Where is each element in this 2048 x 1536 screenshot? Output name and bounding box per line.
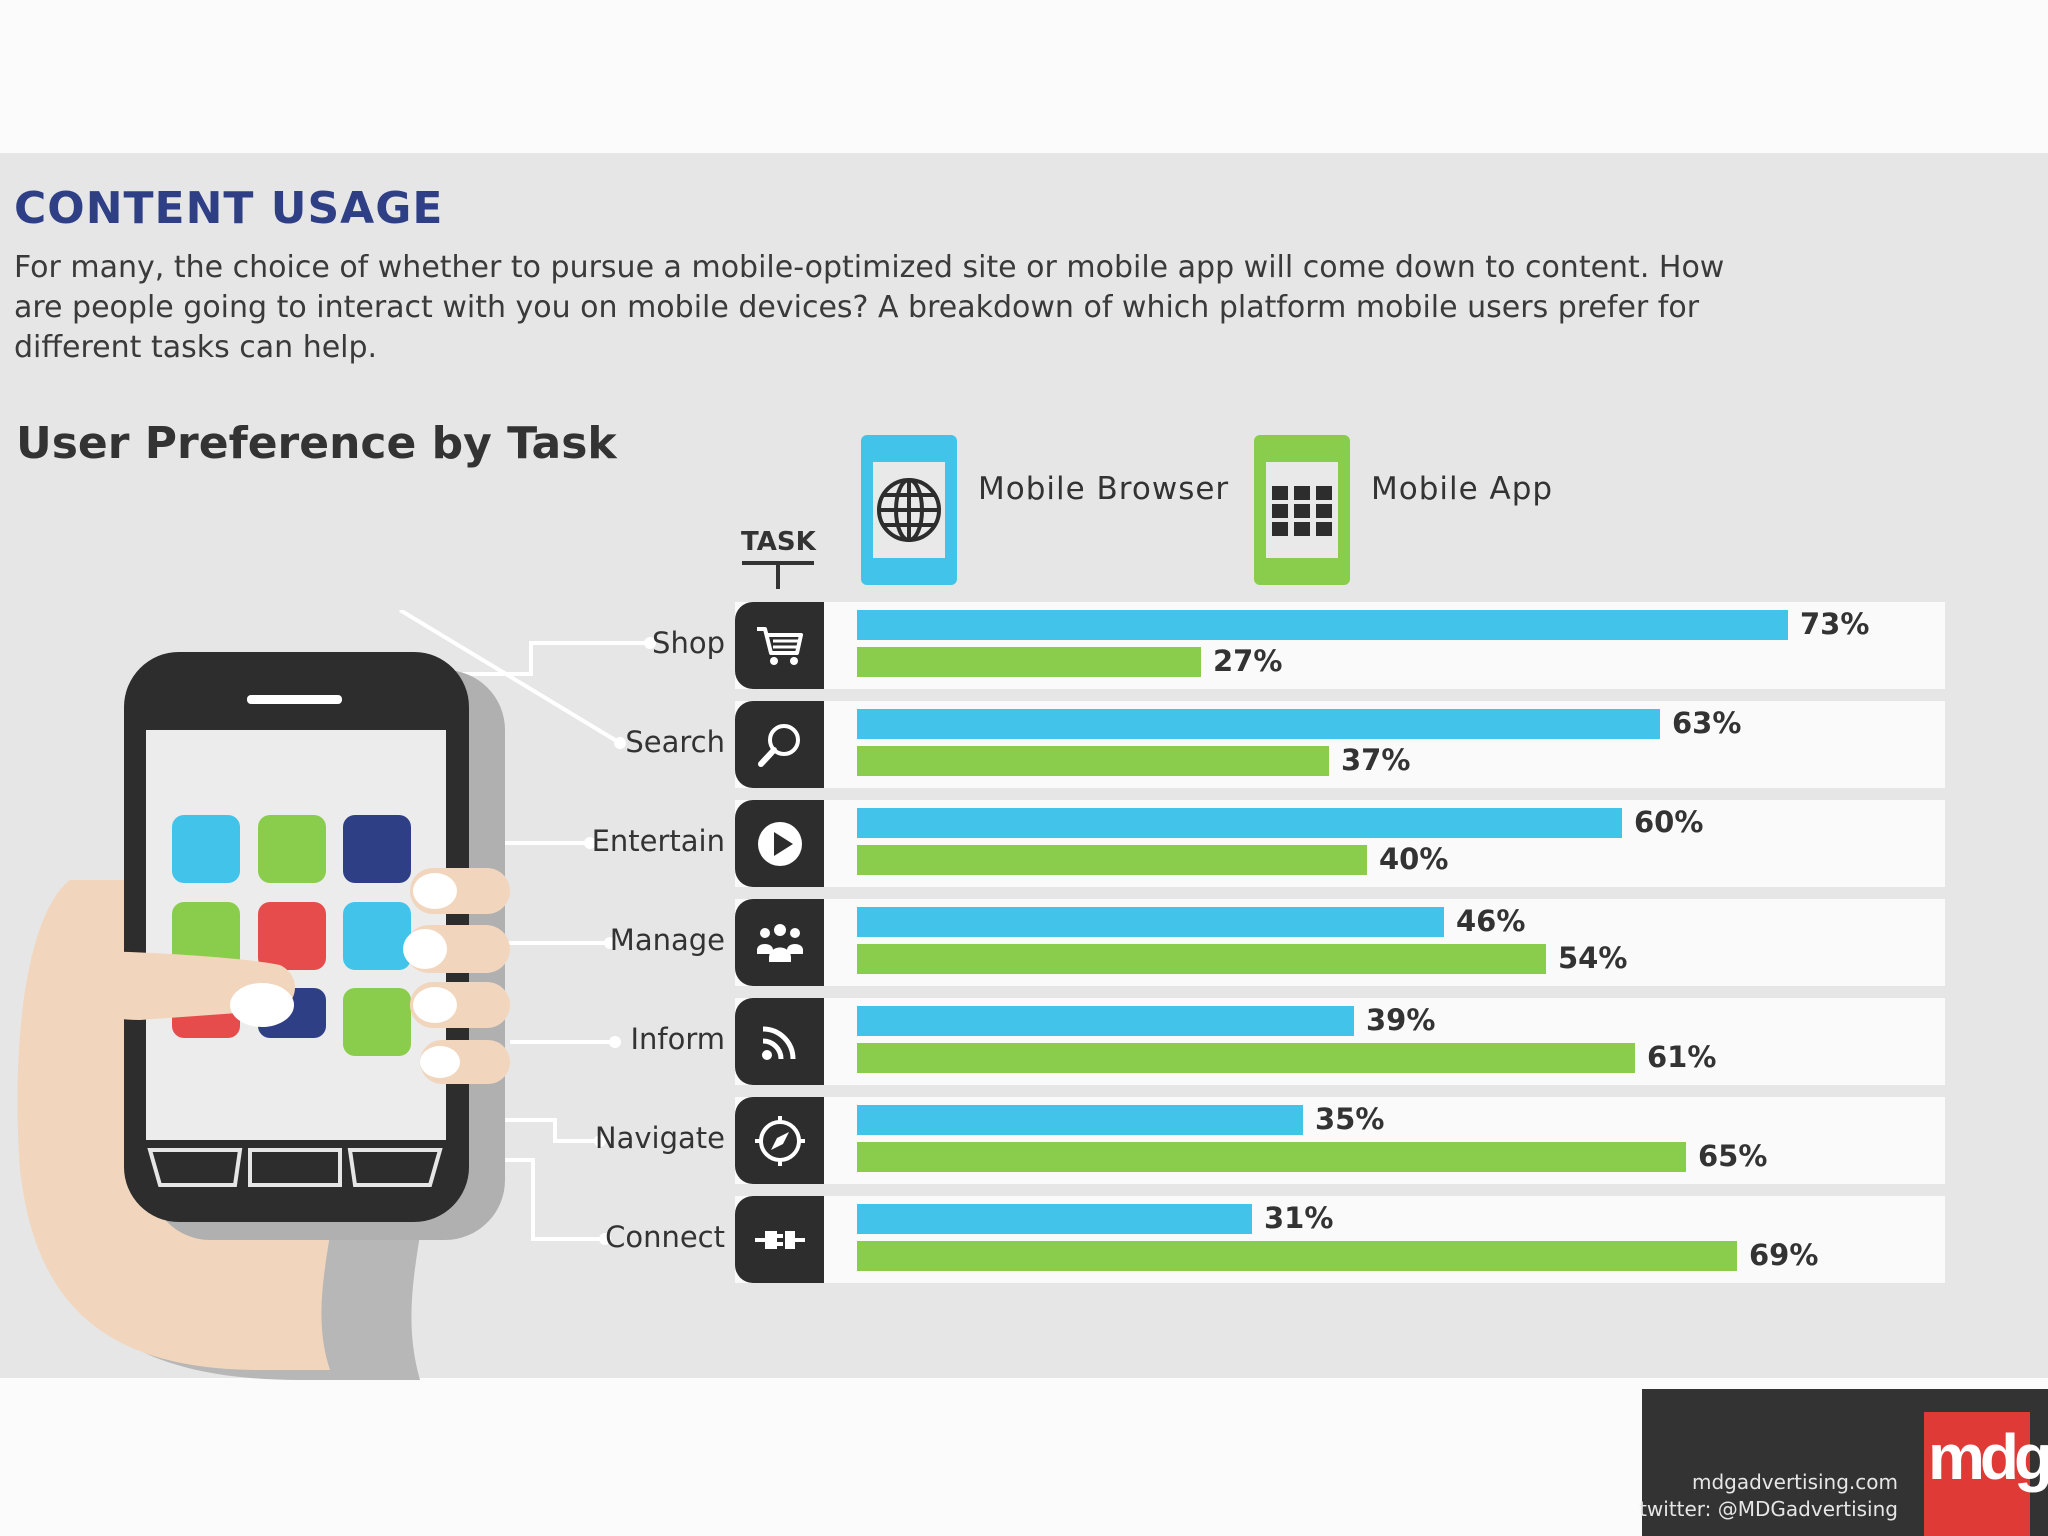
task-label-entertain: Entertain <box>591 824 725 858</box>
app-value-connect: 69% <box>1749 1238 1819 1272</box>
browser-bar-manage <box>857 907 1444 937</box>
browser-bar-navigate <box>857 1105 1303 1135</box>
task-icon-tab <box>735 998 824 1085</box>
app-bar-connect <box>857 1241 1737 1271</box>
page-title: CONTENT USAGE <box>14 183 444 234</box>
task-label-shop: Shop <box>652 626 725 660</box>
browser-bar-shop <box>857 610 1788 640</box>
task-label-connect: Connect <box>605 1220 725 1254</box>
app-value-entertain: 40% <box>1379 842 1449 876</box>
app-bar-manage <box>857 944 1546 974</box>
chart-title: User Preference by Task <box>16 418 617 469</box>
task-icon-tab <box>735 1097 824 1184</box>
globe-icon <box>877 478 941 542</box>
app-value-shop: 27% <box>1213 644 1283 678</box>
task-label-inform: Inform <box>630 1022 725 1056</box>
app-value-inform: 61% <box>1647 1040 1717 1074</box>
legend-browser-swatch <box>861 435 957 585</box>
browser-bar-entertain <box>857 808 1622 838</box>
phone-in-hand-illustration <box>17 610 656 1380</box>
task-label-manage: Manage <box>609 923 725 957</box>
app-value-search: 37% <box>1341 743 1411 777</box>
task-icon-tab <box>735 1196 824 1283</box>
task-icon-tab <box>735 701 824 788</box>
browser-value-manage: 46% <box>1456 904 1526 938</box>
task-icon-tab <box>735 602 824 689</box>
task-label-navigate: Navigate <box>594 1121 725 1155</box>
task-label-search: Search <box>625 725 725 759</box>
browser-value-entertain: 60% <box>1634 805 1704 839</box>
browser-bar-inform <box>857 1006 1354 1036</box>
browser-value-inform: 39% <box>1366 1003 1436 1037</box>
mdg-logo: mdg <box>1924 1412 2048 1536</box>
browser-value-shop: 73% <box>1800 607 1870 641</box>
browser-bar-connect <box>857 1204 1252 1234</box>
browser-value-navigate: 35% <box>1315 1102 1385 1136</box>
app-bar-shop <box>857 647 1201 677</box>
app-value-navigate: 65% <box>1698 1139 1768 1173</box>
task-icon-tab <box>735 899 824 986</box>
app-grid-icon <box>1272 486 1332 536</box>
legend-browser-label: Mobile Browser <box>978 471 1230 507</box>
legend-app-swatch <box>1254 435 1350 585</box>
footer-website: mdgadvertising.com <box>1691 1470 1898 1494</box>
app-bar-navigate <box>857 1142 1686 1172</box>
task-axis-stem <box>776 561 780 589</box>
app-bar-inform <box>857 1043 1635 1073</box>
footer-twitter: twitter: @MDGadvertising <box>1639 1497 1898 1521</box>
browser-bar-search <box>857 709 1660 739</box>
legend-app-label: Mobile App <box>1371 471 1554 507</box>
task-axis-label: TASK <box>741 527 816 557</box>
app-value-manage: 54% <box>1558 941 1628 975</box>
browser-value-search: 63% <box>1672 706 1742 740</box>
app-bar-entertain <box>857 845 1367 875</box>
intro-paragraph: For many, the choice of whether to pursu… <box>14 250 1725 365</box>
app-bar-search <box>857 746 1329 776</box>
task-icon-tab <box>735 800 824 887</box>
browser-value-connect: 31% <box>1264 1201 1334 1235</box>
